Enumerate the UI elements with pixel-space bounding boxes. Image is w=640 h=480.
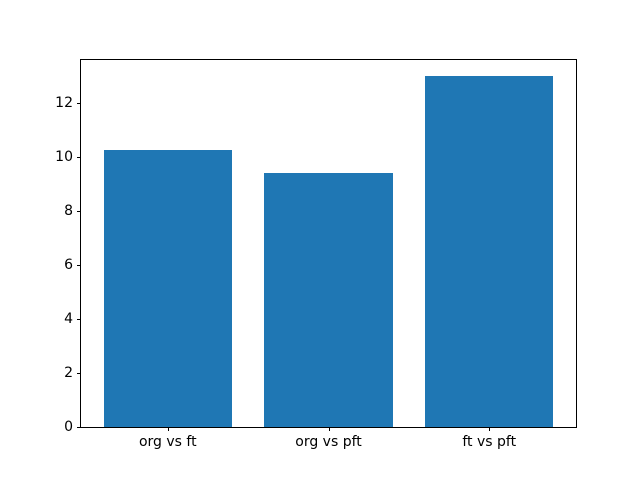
bar-org-vs-pft — [264, 173, 393, 427]
y-tick-label-12: 12 — [55, 95, 73, 112]
y-tick-mark — [77, 319, 81, 321]
y-tick-label-6: 6 — [64, 257, 73, 274]
y-tick-label-4: 4 — [64, 311, 73, 328]
x-tick-label-org-vs-pft: org vs pft — [295, 434, 362, 450]
y-tick-mark — [77, 211, 81, 213]
y-tick-mark — [77, 103, 81, 105]
x-tick-mark — [167, 427, 169, 431]
y-tick-mark — [77, 157, 81, 159]
axes-plot-area: org vs ft org vs pft ft vs pft 0 2 4 6 8 10 12 — [55, 59, 577, 449]
y-tick-mark — [77, 373, 81, 375]
x-tick-label-org-vs-ft: org vs ft — [138, 434, 197, 450]
y-tick-label-8: 8 — [64, 203, 73, 220]
y-tick-label-2: 2 — [64, 365, 73, 382]
x-tick-mark — [328, 427, 330, 431]
bar-ft-vs-pft — [424, 76, 554, 427]
x-tick-mark — [489, 427, 491, 431]
y-tick-mark — [77, 427, 81, 428]
y-tick-label-10: 10 — [55, 149, 73, 166]
y-tick-mark — [77, 265, 81, 267]
bar-org-vs-ft — [103, 150, 233, 427]
x-tick-label-ft-vs-pft: ft vs pft — [462, 434, 517, 450]
y-tick-label-0: 0 — [64, 419, 73, 435]
